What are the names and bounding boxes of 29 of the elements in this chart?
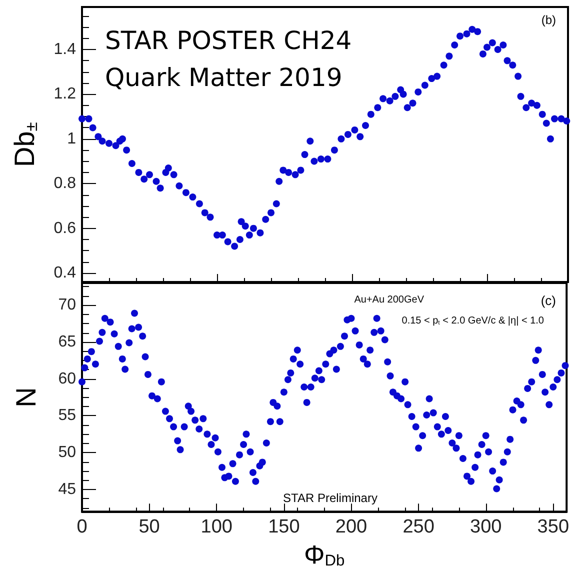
y-tick-label: 70 — [58, 296, 76, 314]
y-tick-label: 55 — [58, 407, 76, 424]
y-tick-label: 65 — [58, 333, 76, 350]
x-axis-title: ΦDb — [304, 540, 345, 570]
y-tick-label: 50 — [58, 444, 76, 462]
x-tick-label: 200 — [335, 516, 368, 538]
annotation: Quark Matter 2019 — [105, 63, 342, 92]
y-tick-label: 1.2 — [54, 86, 76, 103]
x-tick-label: 300 — [470, 516, 502, 538]
annotation: (b) — [541, 13, 556, 27]
y-axis-title: N — [10, 387, 42, 408]
annotation: (c) — [540, 293, 556, 308]
annotation: Au+Au 200GeV — [354, 294, 424, 306]
x-tick-label: 350 — [537, 516, 569, 538]
y-tick-label: 0.8 — [54, 175, 76, 192]
y-tick-label: 45 — [58, 480, 76, 498]
y-tick-label: 0.6 — [54, 220, 76, 237]
y-tick-label: 1 — [67, 130, 76, 148]
y-tick-label: 0.4 — [54, 264, 76, 282]
annotation: STAR POSTER CH24 — [105, 26, 352, 55]
x-tick-label: 50 — [138, 516, 160, 538]
x-tick-label: 150 — [268, 516, 300, 538]
annotation: STAR Preliminary — [283, 491, 378, 505]
x-tick-label: 100 — [200, 516, 232, 538]
y-tick-label: 60 — [58, 370, 76, 388]
y-axis-title: Db± — [9, 122, 41, 168]
y-tick-label: 1.4 — [54, 40, 76, 58]
x-tick-label: 0 — [76, 516, 88, 538]
x-tick-label: 250 — [402, 516, 434, 538]
